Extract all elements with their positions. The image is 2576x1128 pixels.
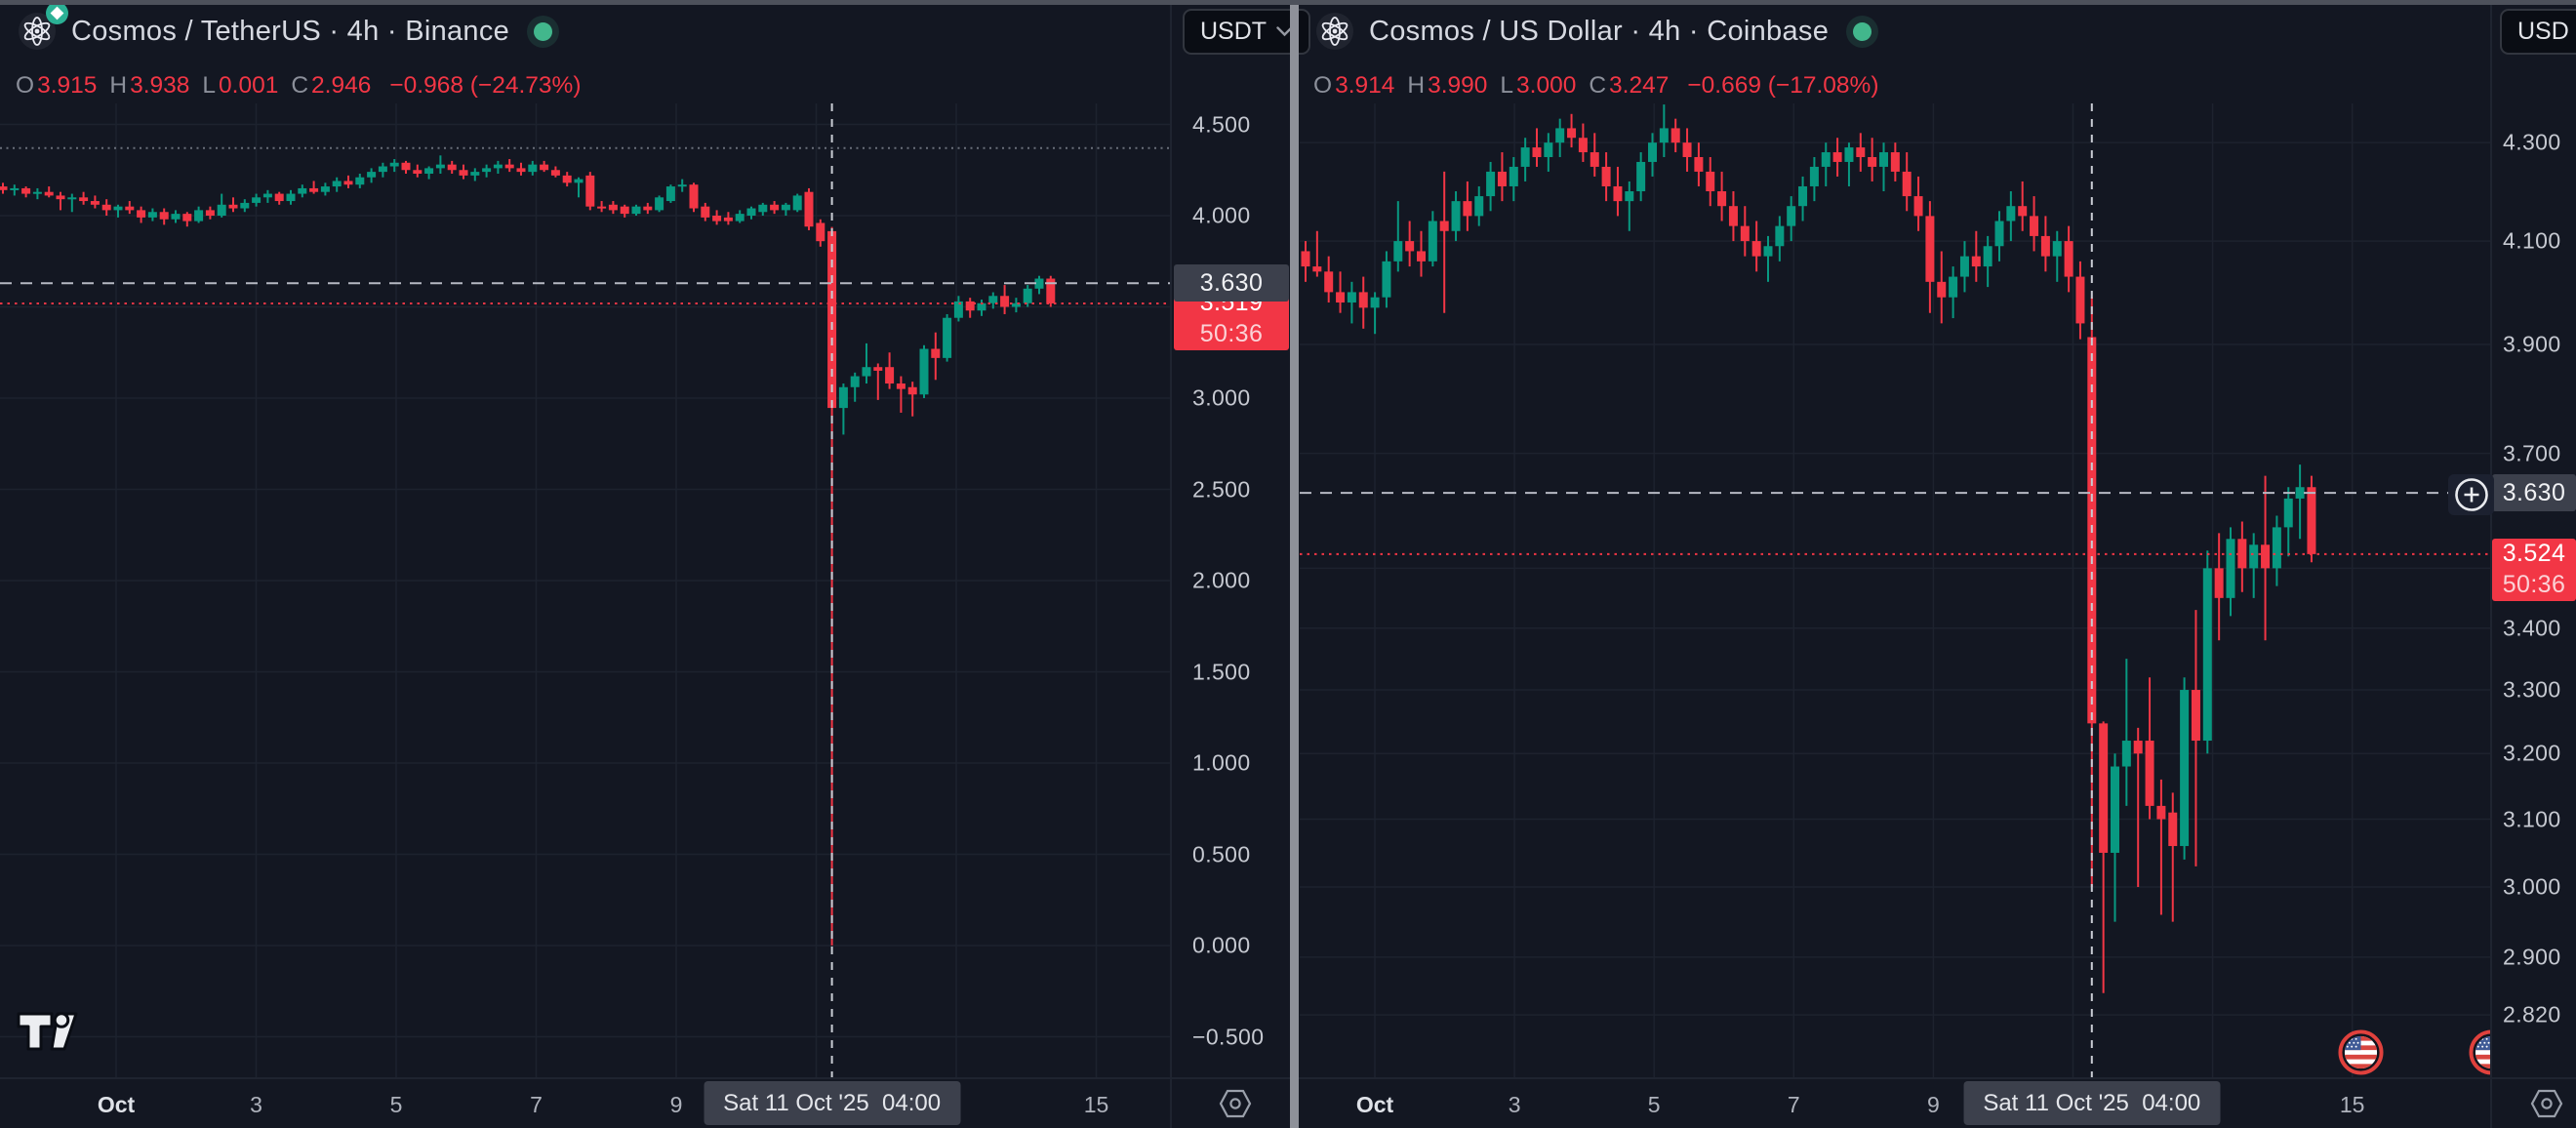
time-tick-label: 7 [530,1092,543,1117]
time-tick-label: 3 [250,1092,262,1117]
circled-plus-icon[interactable] [2448,474,2494,515]
ohlc-value: L 3.000 [1500,72,1577,99]
cosmos-atom-icon[interactable] [18,2,68,51]
candlestick-series [0,155,1056,946]
left-ohlc-readout: O 3.915 H 3.938 L 0.001 C 2.946 −0.968 (−24.73%) [16,72,582,100]
price-tick-label: 3.300 [2503,676,2561,703]
right-chart-header: Cosmos / US Dollar · 4h · Coinbase [1315,12,1872,51]
left-symbol-title[interactable]: Cosmos / TetherUS · 4h · Binance [71,15,510,47]
time-tick-label: 7 [1787,1092,1800,1117]
panel-divider-handle[interactable] [1290,0,1299,1128]
price-tick-label: 4.100 [2503,227,2561,254]
time-tick-label: 15 [1083,1092,1109,1117]
time-tick-label: 5 [1647,1092,1661,1117]
right-symbol-title[interactable]: Cosmos / US Dollar · 4h · Coinbase [1369,15,1830,47]
price-tick-label: 1.500 [1192,659,1251,684]
right-currency-dropdown[interactable]: USD [2500,9,2576,55]
time-tick-label: 9 [1926,1092,1940,1117]
price-tick-label: 3.000 [2503,873,2561,900]
price-tick-label: 4.000 [1192,202,1251,228]
ohlc-value: H 3.990 [1407,72,1488,99]
price-tick-label: 2.900 [2503,944,2561,970]
time-axis-border [0,1077,2576,1079]
time-tick-label: 5 [389,1092,403,1117]
price-tick-label: 3.200 [2503,740,2561,766]
candlestick-series [1301,104,2316,993]
price-tick-label: 3.700 [2503,440,2561,466]
price-tick-label: 4.500 [1192,111,1251,137]
ohlc-value: H 3.938 [109,72,190,99]
change-readout: −0.669 (−17.08%) [1687,72,1879,99]
left-crosshair-time: Sat 11 Oct '25 04:00 [723,1089,942,1116]
binance-icon [46,2,68,29]
right-crosshair-time-tooltip: Sat 11 Oct '25 04:00 [1963,1081,2221,1125]
right-ohlc-readout: O 3.914 H 3.990 L 3.000 C 3.247 −0.669 (−17.08%) [1313,72,1879,100]
right-crosshair-price-badge: 3.630 [2492,474,2576,512]
price-tick-label: 3.400 [2503,615,2561,641]
price-tick-label: 1.000 [1192,749,1251,776]
time-tick-label: Oct [97,1092,136,1117]
left-currency-dropdown[interactable]: USDT [1183,9,1311,55]
chevron-down-icon [1276,26,1293,37]
price-tick-label: 0.500 [1192,841,1251,866]
change-readout: −0.968 (−24.73%) [389,72,582,99]
window-top-strip [0,0,2576,5]
right-last-price-badge: 3.524 50:36 [2492,538,2576,601]
ohlc-value: C 2.946 [291,72,372,99]
ohlc-value: L 0.001 [202,72,279,99]
left-crosshair-price: 3.630 [1199,268,1264,297]
right-last-price: 3.524 [2502,540,2566,568]
left-chart-header: Cosmos / TetherUS · 4h · Binance [18,2,553,51]
right-bar-countdown: 50:36 [2502,571,2566,599]
left-price-axis[interactable] [1171,5,1290,1077]
price-tick-label: 2.500 [1192,476,1251,502]
ohlc-value: C 3.247 [1589,72,1670,99]
price-tick-label: 3.900 [2503,331,2561,357]
price-tick-label: 3.000 [1192,384,1251,411]
right-crosshair-time: Sat 11 Oct '25 04:00 [1983,1089,2201,1116]
left-crosshair-time-tooltip: Sat 11 Oct '25 04:00 [704,1081,961,1125]
right-axis-settings-icon[interactable] [2528,1085,2565,1122]
price-tick-label: 3.100 [2503,806,2561,832]
left-bar-countdown: 50:36 [1199,320,1264,348]
right-price-axis-border [2490,5,2492,1128]
us-flag-icon[interactable] [2338,1029,2384,1080]
market-open-dot[interactable] [534,21,553,41]
time-tick-label: 9 [669,1092,683,1117]
time-tick-label: 3 [1508,1092,1521,1117]
time-tick-label: 15 [2339,1092,2365,1117]
ohlc-value: O 3.915 [16,72,98,99]
right-currency-label: USD [2517,18,2569,45]
tradingview-logo[interactable] [16,1009,80,1059]
ohlc-value: O 3.914 [1313,72,1395,99]
market-open-dot[interactable] [1853,21,1872,41]
price-tick-label: 2.000 [1192,567,1251,593]
left-axis-settings-icon[interactable] [1217,1085,1254,1122]
right-crosshair-price: 3.630 [2502,478,2566,506]
price-tick-label: −0.500 [1192,1024,1265,1049]
left-currency-label: USDT [1200,18,1268,45]
cosmos-atom-icon[interactable] [1315,12,1354,51]
price-tick-label: 4.300 [2503,129,2561,155]
price-tick-label: 0.000 [1192,932,1251,958]
left-crosshair-price-badge: 3.630 [1174,264,1289,302]
left-price-axis-border [1170,5,1172,1128]
time-tick-label: Oct [1355,1092,1394,1117]
price-tick-label: 2.820 [2503,1001,2561,1027]
